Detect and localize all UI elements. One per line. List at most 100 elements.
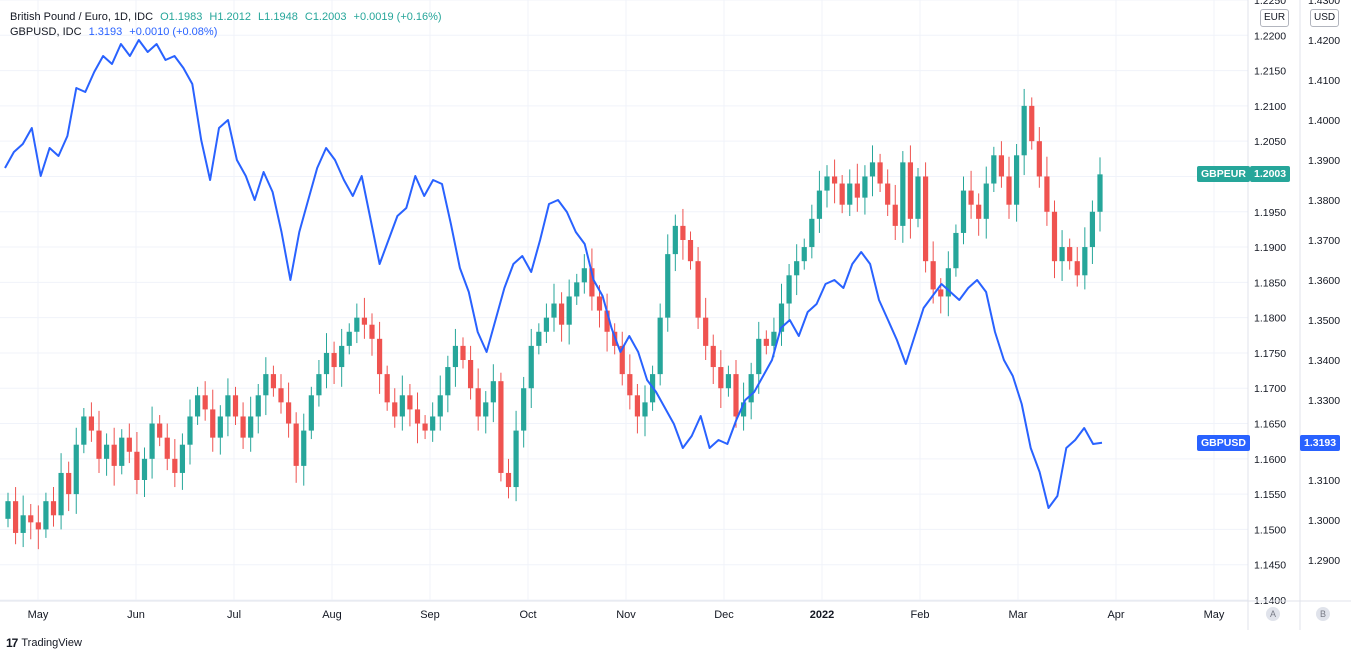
candle-body <box>316 374 322 396</box>
candle-body <box>490 381 496 403</box>
candle-body <box>1082 247 1088 276</box>
y-left-tick-label: 1.1700 <box>1254 383 1286 395</box>
candle-body <box>73 444 79 495</box>
candle-body <box>361 317 368 325</box>
legend-high: H1.2012 <box>209 11 251 23</box>
y-left-tick-label: 1.1500 <box>1254 524 1286 536</box>
y-right-tick-label: 1.3600 <box>1308 275 1340 287</box>
candle-body <box>771 331 777 346</box>
x-tick-label: May <box>28 609 49 621</box>
candle-body <box>581 268 587 283</box>
tradingview-logo-icon: 17 <box>6 636 18 650</box>
gbpeur-last-value: 1.2003 <box>1250 166 1291 183</box>
y-right-tick-label: 1.4100 <box>1308 75 1340 87</box>
candle-body <box>1059 247 1065 262</box>
y-left-tick-label: 1.2050 <box>1254 136 1286 148</box>
y-left-tick-label: 1.2100 <box>1254 101 1286 113</box>
candle-body <box>1051 211 1058 262</box>
auto-scale-button[interactable]: A <box>1266 607 1280 621</box>
candle-body <box>475 388 481 417</box>
candle-body <box>255 395 261 417</box>
candle-body <box>437 395 443 417</box>
y-right-tick-label: 1.4200 <box>1308 35 1340 47</box>
candle-body <box>1006 176 1012 205</box>
candle-body <box>12 501 19 533</box>
candle-body <box>528 345 534 389</box>
y-left-tick-label: 1.1950 <box>1254 207 1286 219</box>
candle-body <box>141 458 148 480</box>
candle-body <box>854 183 860 198</box>
brand-name: TradingView <box>21 637 82 649</box>
candle-body <box>1013 155 1020 205</box>
candle-body <box>43 501 49 530</box>
candle-body <box>900 162 906 226</box>
candle-body <box>687 240 694 262</box>
candle-body <box>938 289 944 297</box>
candle-body <box>88 416 95 431</box>
candle-body <box>202 395 208 410</box>
candle-body <box>58 472 64 516</box>
candle-body <box>157 423 163 438</box>
candle-body <box>634 395 641 417</box>
candle-body <box>430 416 436 431</box>
candle-body <box>20 515 26 533</box>
y-right-tick-label: 1.3400 <box>1308 355 1340 367</box>
candle-body <box>392 402 398 417</box>
candle-body <box>589 268 595 297</box>
candle-body <box>551 303 557 318</box>
candle-body <box>445 367 451 396</box>
candle-body <box>293 423 299 466</box>
candle-body <box>81 416 87 445</box>
candle-body <box>596 296 603 311</box>
candle-body <box>346 331 352 346</box>
candle-body <box>194 395 201 417</box>
tradingview-brand[interactable]: 17 TradingView <box>6 636 82 650</box>
candle-body <box>414 409 421 424</box>
candle-body <box>1029 105 1035 142</box>
candle-body <box>66 472 72 495</box>
candle-body <box>1036 141 1042 177</box>
scale-b-button[interactable]: B <box>1316 607 1330 621</box>
candle-body <box>240 416 246 438</box>
candle-body <box>801 247 807 262</box>
candle-body <box>217 416 223 438</box>
candle-body <box>915 176 921 219</box>
candle-body <box>680 225 686 240</box>
candle-body <box>953 232 959 269</box>
candle-body <box>809 218 815 248</box>
candle-body <box>225 395 231 417</box>
y-right-tick-label: 1.4300 <box>1308 0 1340 7</box>
candle-body <box>604 310 610 332</box>
candle-body <box>847 183 853 205</box>
candle-body <box>824 176 830 191</box>
y-right-tick-label: 1.3800 <box>1308 195 1340 207</box>
candle-body <box>976 204 982 219</box>
legend-change: +0.0019 (+0.16%) <box>353 11 442 23</box>
x-tick-label: Sep <box>420 609 440 621</box>
candle-body <box>1097 174 1103 212</box>
legend-gbpeur: British Pound / Euro, 1D, IDC O1.1983 H1… <box>10 11 446 23</box>
y-right-tick-label: 1.3100 <box>1308 475 1340 487</box>
candle-body <box>536 331 542 346</box>
candle-body <box>149 423 155 459</box>
candle-body <box>740 402 747 417</box>
currency-usd-button[interactable]: USD <box>1310 9 1340 27</box>
candle-body <box>103 444 110 459</box>
legend-gbpusd: GBPUSD, IDC 1.3193 +0.0010 (+0.08%) <box>10 26 221 38</box>
candle-body <box>452 345 459 368</box>
y-right-tick-label: 1.3900 <box>1308 155 1340 167</box>
legend-low: L1.1948 <box>258 11 298 23</box>
legend-open: O1.1983 <box>160 11 203 23</box>
candle-body <box>725 374 732 389</box>
y-left-tick-label: 1.2150 <box>1254 66 1286 78</box>
legend-change: +0.0010 (+0.08%) <box>129 26 218 38</box>
candle-body <box>619 345 625 375</box>
x-tick-label: Jul <box>227 609 241 621</box>
candle-body <box>627 374 633 396</box>
x-tick-label: Mar <box>1009 609 1028 621</box>
candle-body <box>794 261 800 276</box>
candle-body <box>467 360 474 389</box>
x-tick-label: May <box>1204 609 1225 621</box>
currency-eur-button[interactable]: EUR <box>1260 9 1290 27</box>
y-right-tick-label: 1.3700 <box>1308 235 1340 247</box>
